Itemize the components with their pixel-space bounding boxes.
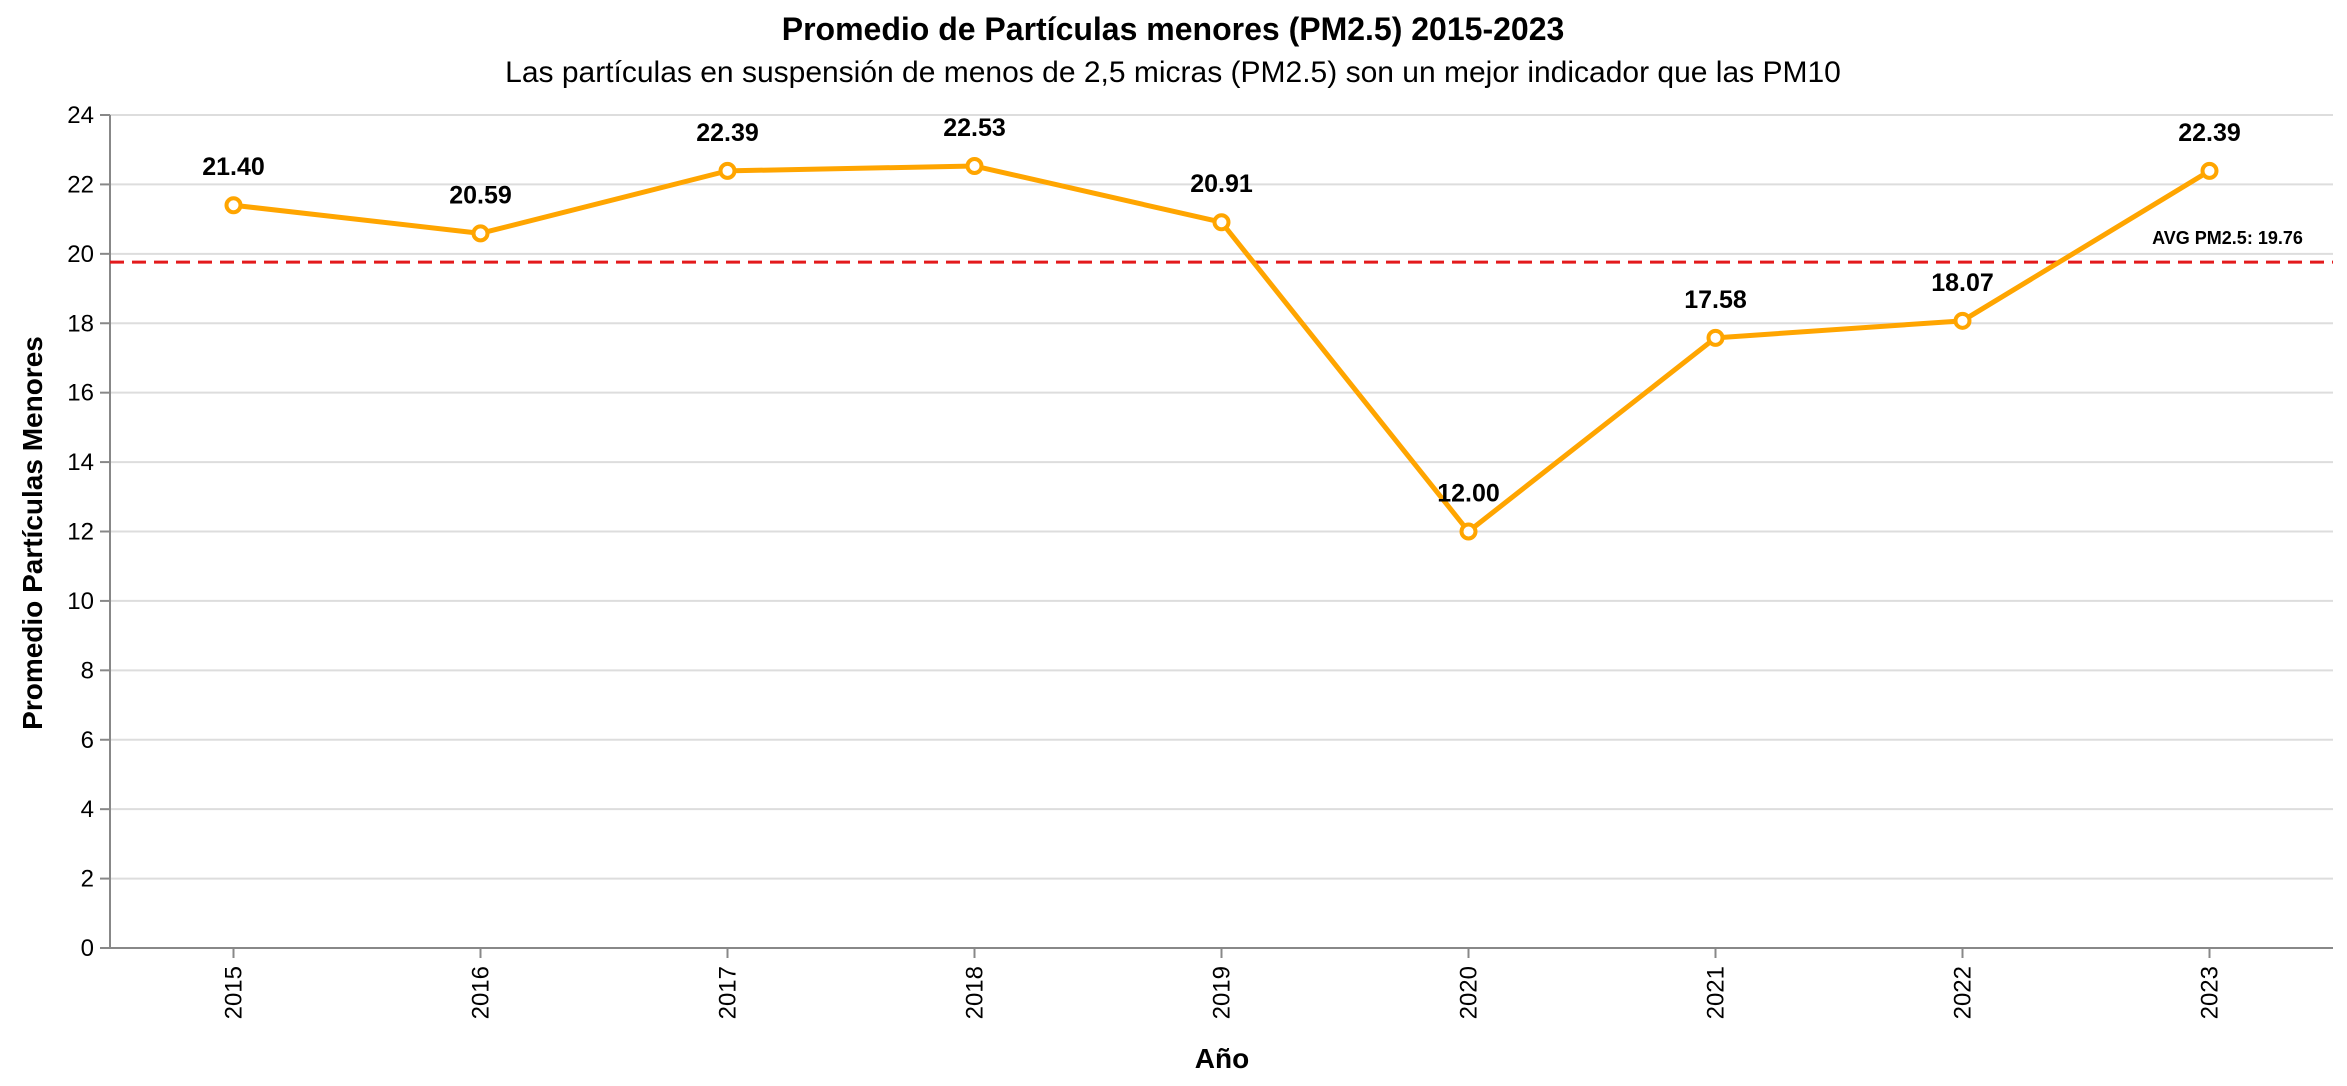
data-point: [1706, 328, 1725, 347]
data-label: 17.58: [1684, 286, 1747, 314]
x-tick-label: 2020: [1456, 966, 1483, 1019]
x-tick-label: 2017: [715, 966, 742, 1019]
data-point: [471, 224, 490, 243]
x-tick-label: 2023: [2197, 966, 2224, 1019]
y-tick-label: 24: [67, 102, 94, 129]
reference-line-group: AVG PM2.5: 19.76: [110, 228, 2333, 264]
y-tick-label: 16: [67, 380, 94, 407]
data-label: 22.53: [943, 114, 1006, 142]
data-label: 20.59: [449, 181, 512, 209]
y-axis-title: Promedio Partículas Menores: [17, 336, 48, 730]
x-tick-label: 2022: [1950, 966, 1977, 1019]
data-point: [224, 196, 243, 215]
y-tick-label: 12: [67, 519, 94, 546]
x-tick-label: 2016: [468, 966, 495, 1019]
chart-title: Promedio de Partículas menores (PM2.5) 2…: [782, 11, 1565, 47]
chart-subtitle: Las partículas en suspensión de menos de…: [505, 56, 1841, 89]
data-point: [1953, 311, 1972, 330]
y-tick-label: 2: [81, 866, 94, 893]
y-tick-label: 22: [67, 171, 94, 198]
data-label: 21.40: [202, 153, 265, 181]
series-group: [224, 157, 2219, 541]
data-labels: 21.40 20.59 22.39 22.53 20.91 12.00 17.58 18.07…: [202, 114, 2241, 507]
data-point: [965, 157, 984, 176]
data-point: [2200, 161, 2219, 180]
gridlines: [110, 114, 2333, 880]
data-point: [718, 161, 737, 180]
y-tick-label: 18: [67, 310, 94, 337]
y-tick-label: 20: [67, 241, 94, 268]
data-label: 22.39: [2178, 119, 2241, 147]
x-axis-title: Año: [1195, 1043, 1249, 1074]
x-tick-label: 2021: [1703, 966, 1730, 1019]
y-tick-label: 6: [81, 727, 94, 754]
average-reference-label: AVG PM2.5: 19.76: [2152, 228, 2303, 248]
y-tick-label: 4: [81, 796, 94, 823]
y-tick-label: 8: [81, 657, 94, 684]
data-label: 12.00: [1437, 480, 1500, 508]
data-label: 18.07: [1931, 269, 1994, 297]
data-point: [1212, 213, 1231, 232]
data-point: [1459, 522, 1478, 541]
x-tick-label: 2019: [1209, 966, 1236, 1019]
y-tick-label: 0: [81, 935, 94, 962]
x-tick-label: 2015: [221, 966, 248, 1019]
y-tick-label: 10: [67, 588, 94, 615]
data-label: 20.91: [1190, 170, 1253, 198]
data-label: 22.39: [696, 119, 759, 147]
x-tick-label: 2018: [962, 966, 989, 1019]
y-tick-label: 14: [67, 449, 94, 476]
